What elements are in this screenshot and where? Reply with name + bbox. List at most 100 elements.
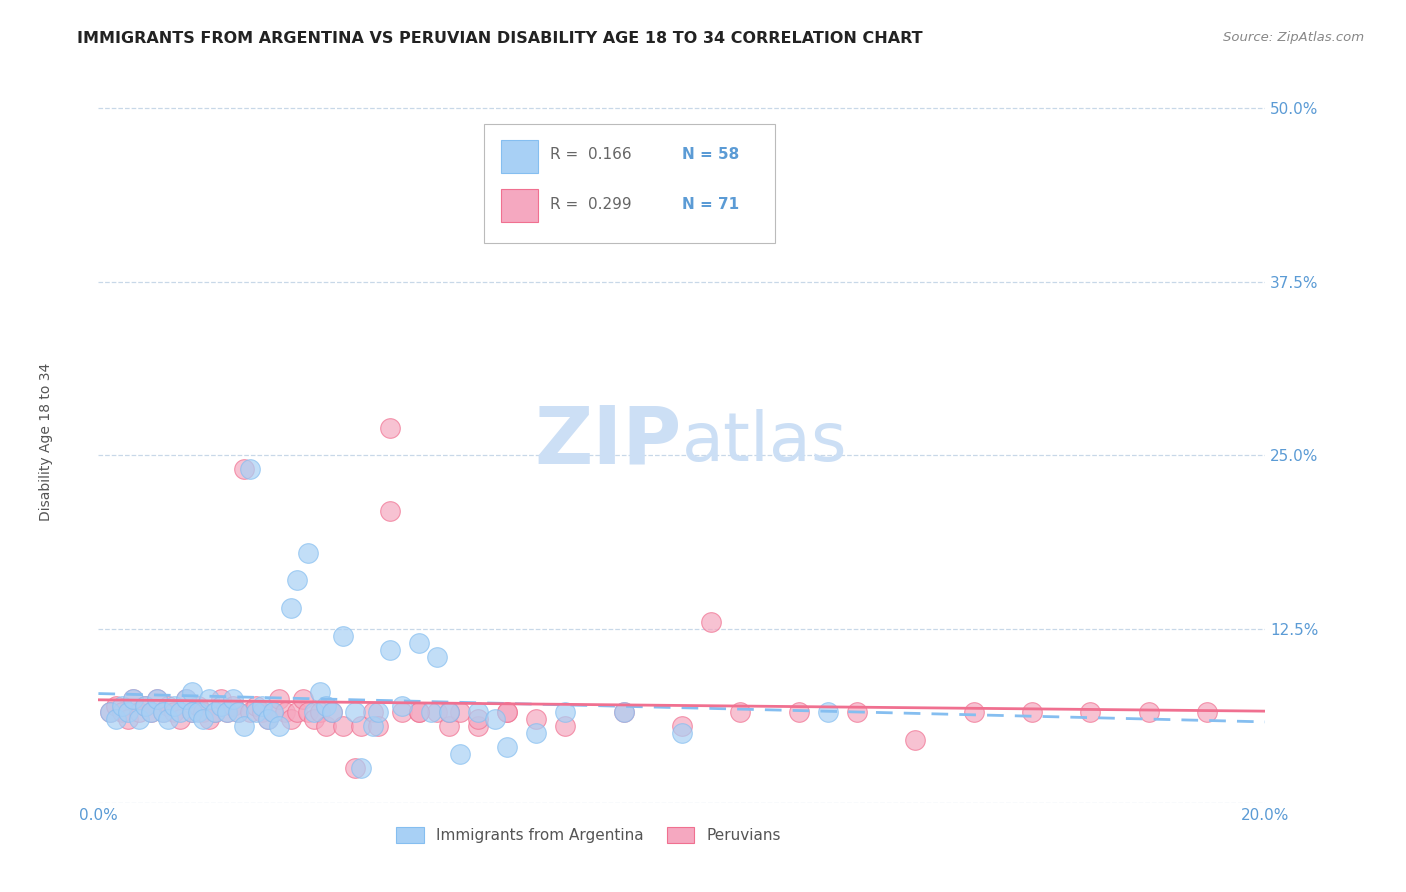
Point [612,706,634,720]
Point [554,719,576,733]
Point [117,706,139,720]
Point [139,706,162,720]
Point [700,615,723,630]
Point [221,691,243,706]
Point [250,706,273,720]
Point [524,726,547,740]
Point [139,706,162,720]
Point [239,706,262,720]
Point [787,706,810,720]
Point [198,691,221,706]
Point [332,629,354,643]
Point [204,706,226,720]
Point [198,713,221,727]
Point [426,706,449,720]
Point [250,698,273,713]
Text: ZIP: ZIP [534,402,682,481]
Point [111,706,134,720]
Point [285,706,308,720]
Point [1195,706,1218,720]
Point [174,691,197,706]
Point [315,698,337,713]
Point [269,719,291,733]
Point [554,706,576,720]
Point [228,706,250,720]
Point [380,420,402,434]
Point [180,684,202,698]
Point [361,719,384,733]
Point [193,713,215,727]
Point [449,706,471,720]
Point [180,706,202,720]
FancyBboxPatch shape [501,140,538,173]
Point [671,719,693,733]
Point [496,706,519,720]
Point [304,706,326,720]
Point [215,706,238,720]
Point [169,713,191,727]
Point [437,719,460,733]
Point [380,504,402,518]
Point [157,713,180,727]
Point [152,706,174,720]
Point [233,462,256,476]
Point [309,684,332,698]
Point [309,706,332,720]
Point [297,706,319,720]
Point [391,698,413,713]
Point [163,698,186,713]
Point [420,706,443,720]
Point [1080,706,1102,720]
Point [367,719,389,733]
Point [128,713,150,727]
Point [269,691,291,706]
Point [846,706,869,720]
Point [262,706,284,720]
Point [426,649,449,664]
Point [204,706,226,720]
Text: N = 71: N = 71 [682,197,740,211]
Point [146,691,169,706]
Legend: Immigrants from Argentina, Peruvians: Immigrants from Argentina, Peruvians [391,822,787,849]
Point [671,726,693,740]
Point [315,719,337,733]
Point [280,601,302,615]
Point [187,706,209,720]
Point [98,706,121,720]
Point [122,691,145,706]
Point [245,706,267,720]
Point [408,706,430,720]
Point [122,691,145,706]
Point [209,691,232,706]
Text: Disability Age 18 to 34: Disability Age 18 to 34 [39,362,53,521]
Point [437,706,460,720]
Point [380,643,402,657]
Point [332,719,354,733]
Point [904,733,927,747]
Text: R =  0.299: R = 0.299 [550,197,631,211]
Point [496,740,519,755]
Point [496,706,519,720]
Point [467,719,489,733]
Point [111,698,134,713]
Point [193,706,215,720]
Point [612,706,634,720]
Point [344,706,367,720]
Point [321,706,343,720]
Point [134,698,156,713]
Point [361,706,384,720]
Point [104,698,127,713]
Text: R =  0.166: R = 0.166 [550,147,631,162]
Point [484,713,506,727]
Point [104,713,127,727]
Point [467,706,489,720]
Point [344,761,367,775]
Text: IMMIGRANTS FROM ARGENTINA VS PERUVIAN DISABILITY AGE 18 TO 34 CORRELATION CHART: IMMIGRANTS FROM ARGENTINA VS PERUVIAN DI… [77,31,922,46]
FancyBboxPatch shape [501,189,538,222]
Point [98,706,121,720]
Point [163,706,186,720]
Point [169,706,191,720]
Point [221,698,243,713]
Point [408,636,430,650]
Point [117,713,139,727]
